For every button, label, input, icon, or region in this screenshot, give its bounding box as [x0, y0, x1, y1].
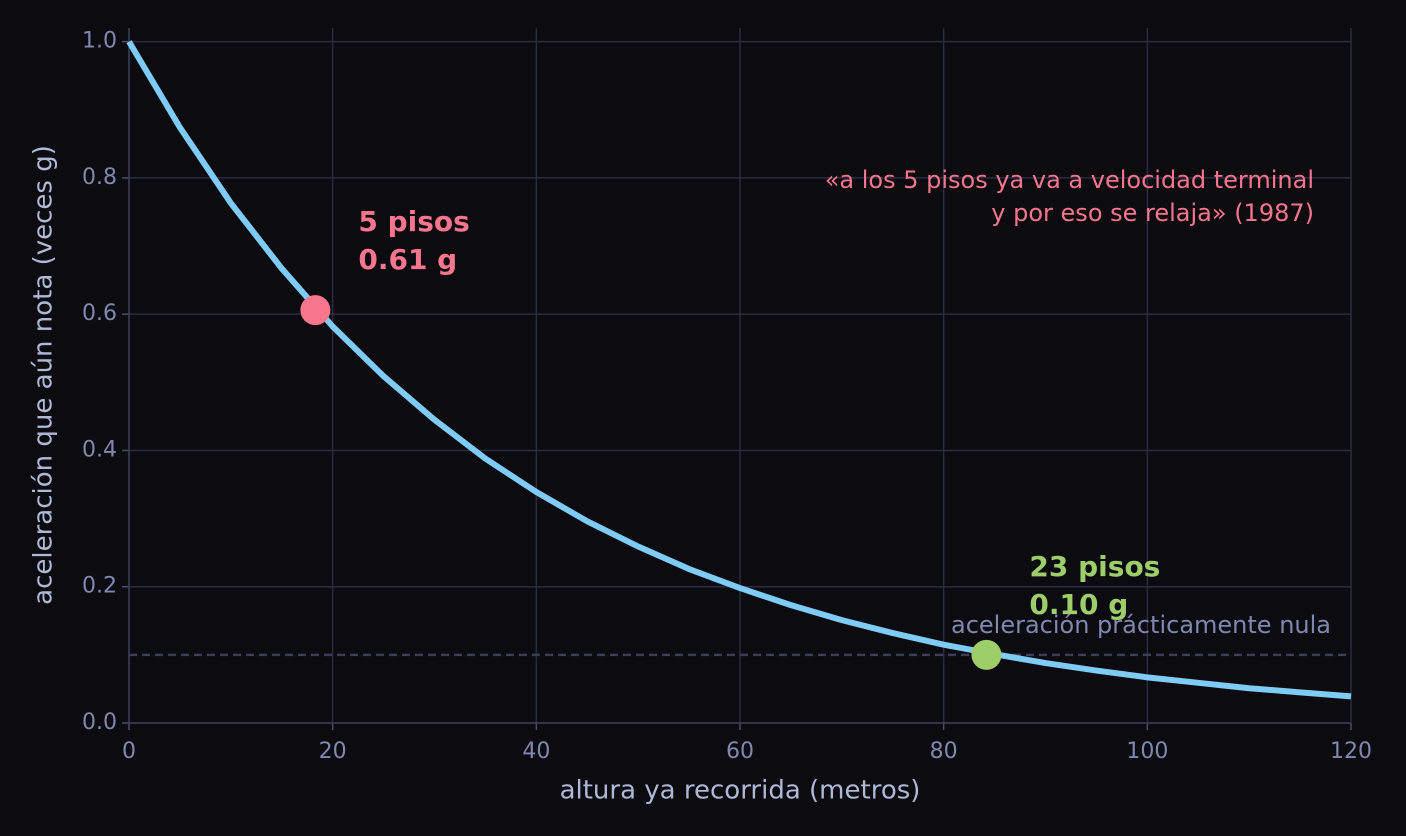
x-tick-label: 60	[726, 739, 754, 764]
point-value-label: 0.10 g	[1029, 588, 1128, 621]
x-tick-label: 80	[930, 739, 958, 764]
data-line	[126, 40, 1352, 700]
point-label: 5 pisos	[358, 205, 469, 238]
reference-label: aceleración prácticamente nula	[951, 611, 1331, 639]
x-tick-label: 120	[1330, 739, 1372, 764]
point-value-label: 0.61 g	[358, 243, 457, 276]
annotation: y por eso se relaja» (1987)	[991, 199, 1314, 227]
y-tick-label: 0.4	[82, 437, 117, 462]
x-axis-label: altura ya recorrida (metros)	[560, 776, 921, 806]
y-tick-label: 0.2	[82, 574, 117, 599]
y-tick-label: 0.8	[82, 165, 117, 190]
x-tick-label: 100	[1126, 739, 1168, 764]
highlight-point	[971, 639, 1002, 670]
x-tick-label: 40	[522, 739, 550, 764]
y-tick-label: 0.0	[82, 710, 117, 735]
y-tick-label: 1.0	[82, 29, 117, 54]
point-label: 23 pisos	[1029, 550, 1160, 583]
x-tick-label: 0	[122, 739, 136, 764]
y-tick-label: 0.6	[82, 301, 117, 326]
highlight-point	[300, 295, 331, 326]
x-tick-label: 20	[319, 739, 347, 764]
y-axis-label: aceleración que aún nota (veces g)	[29, 145, 59, 605]
annotation: «a los 5 pisos ya va a velocidad termina…	[825, 166, 1314, 194]
